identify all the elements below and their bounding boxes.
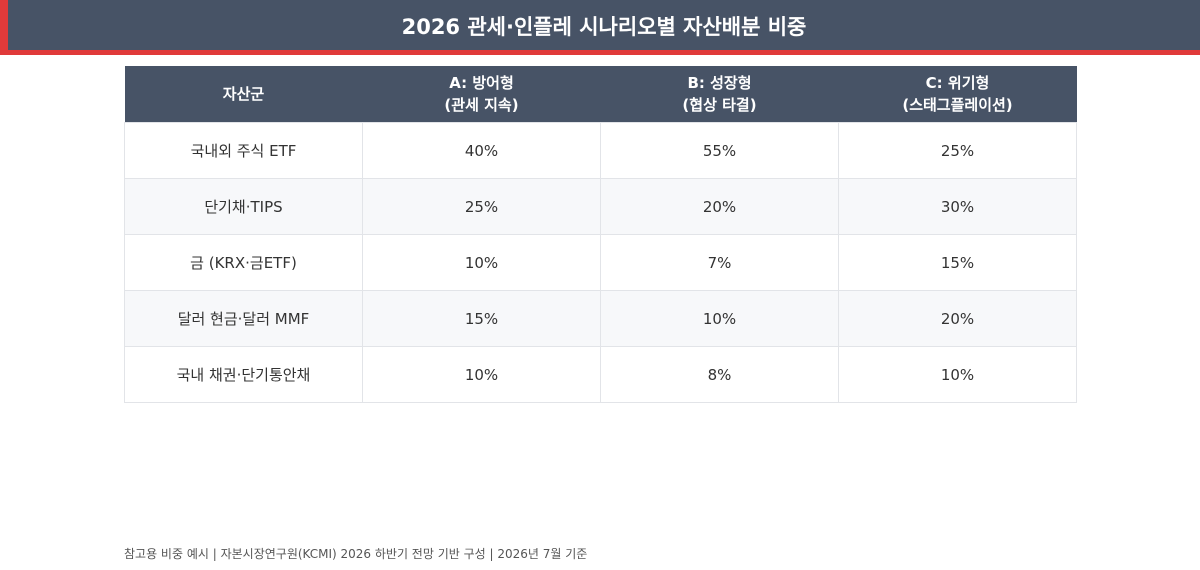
table-row: 국내외 주식 ETF 40% 55% 25% bbox=[124, 122, 1077, 179]
asset-class: 금 (KRX·금ETF) bbox=[124, 234, 363, 291]
allocation: 10% bbox=[362, 234, 601, 291]
column-header: 자산군 bbox=[124, 66, 363, 123]
allocation: 10% bbox=[362, 346, 601, 403]
allocation: 10% bbox=[600, 290, 839, 347]
footer-note: 참고용 비중 예시 | 자본시장연구원(KCMI) 2026 하반기 전망 기반… bbox=[124, 547, 588, 561]
allocation: 15% bbox=[838, 234, 1077, 291]
column-header: C: 위기형 (스태그플레이션) bbox=[838, 66, 1077, 123]
allocation: 15% bbox=[362, 290, 601, 347]
asset-class: 국내 채권·단기통안채 bbox=[124, 346, 363, 403]
allocation: 20% bbox=[600, 178, 839, 235]
allocation: 10% bbox=[838, 346, 1077, 403]
allocation: 55% bbox=[600, 122, 839, 179]
allocation-table: 자산군 A: 방어형 (관세 지속) B: 성장형 (협상 타결) C: 위기형 (스… bbox=[124, 66, 1077, 403]
allocation: 40% bbox=[362, 122, 601, 179]
table-row: 단기채·TIPS 25% 20% 30% bbox=[124, 178, 1077, 235]
table-head: 자산군 A: 방어형 (관세 지속) B: 성장형 (협상 타결) C: 위기형 (스… bbox=[124, 66, 1077, 123]
column-header: A: 방어형 (관세 지속) bbox=[362, 66, 601, 123]
allocation: 20% bbox=[838, 290, 1077, 347]
header-row: 자산군 A: 방어형 (관세 지속) B: 성장형 (협상 타결) C: 위기형 (스… bbox=[124, 66, 1077, 123]
table-row: 달러 현금·달러 MMF 15% 10% 20% bbox=[124, 290, 1077, 347]
asset-class: 국내외 주식 ETF bbox=[124, 122, 363, 179]
table-row: 금 (KRX·금ETF) 10% 7% 15% bbox=[124, 234, 1077, 291]
allocation: 25% bbox=[838, 122, 1077, 179]
allocation: 8% bbox=[600, 346, 839, 403]
table-row: 국내 채권·단기통안채 10% 8% 10% bbox=[124, 346, 1077, 403]
allocation: 30% bbox=[838, 178, 1077, 235]
allocation: 7% bbox=[600, 234, 839, 291]
title-bar: 2026 관세·인플레 시나리오별 자산배분 비중 bbox=[0, 0, 1200, 55]
table-body: 국내외 주식 ETF 40% 55% 25% 단기채·TIPS 25% 20% 30% 금 (K… bbox=[124, 122, 1077, 403]
asset-class: 달러 현금·달러 MMF bbox=[124, 290, 363, 347]
page-title: 2026 관세·인플레 시나리오별 자산배분 비중 bbox=[401, 15, 807, 39]
asset-class: 단기채·TIPS bbox=[124, 178, 363, 235]
allocation: 25% bbox=[362, 178, 601, 235]
column-header: B: 성장형 (협상 타결) bbox=[600, 66, 839, 123]
